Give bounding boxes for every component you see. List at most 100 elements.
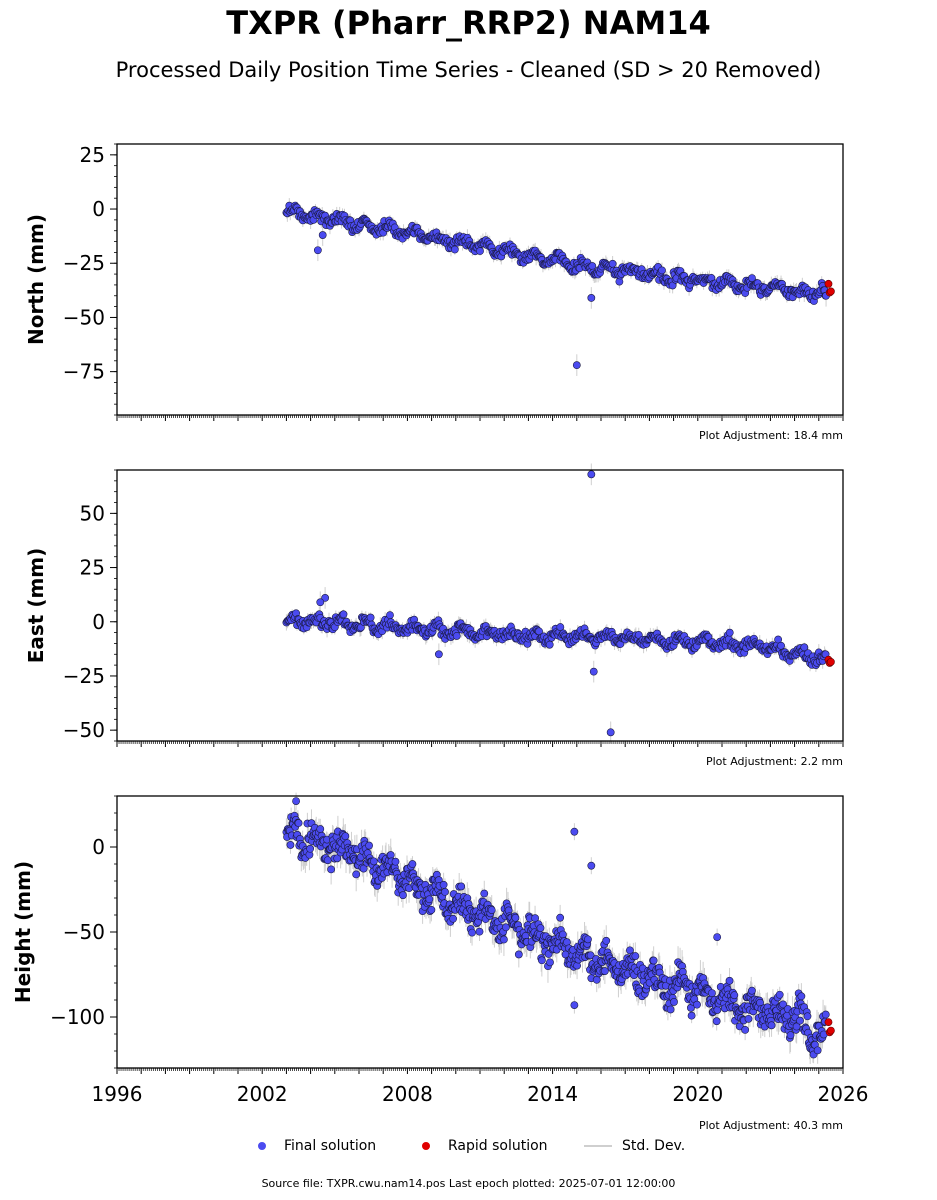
height-final-point bbox=[352, 870, 361, 879]
height-final-point bbox=[767, 1021, 776, 1030]
east-y-tick-label: 25 bbox=[80, 556, 105, 580]
north-final-point bbox=[450, 245, 459, 254]
east-final-point bbox=[452, 632, 461, 640]
north-y-tick-label: 25 bbox=[80, 143, 105, 167]
height-final-point bbox=[427, 905, 436, 914]
height-final-point bbox=[292, 797, 300, 805]
east-final-point bbox=[800, 643, 809, 652]
east-final-point bbox=[434, 650, 443, 659]
height-final-point bbox=[365, 841, 373, 850]
height-final-point bbox=[425, 895, 434, 904]
height-final-point bbox=[408, 860, 417, 868]
height-final-point bbox=[323, 856, 332, 865]
chart-subtitle: Processed Daily Position Time Series - C… bbox=[115, 58, 822, 82]
height-final-point bbox=[369, 857, 378, 866]
height-final-point bbox=[584, 935, 592, 944]
north-y-tick-label: −25 bbox=[63, 251, 105, 275]
east-final-point bbox=[606, 728, 615, 737]
height-final-point bbox=[803, 1012, 812, 1021]
height-final-point bbox=[546, 958, 554, 967]
height-final-point bbox=[468, 928, 476, 937]
height-final-point bbox=[626, 946, 634, 955]
north-y-tick-label: 0 bbox=[92, 197, 105, 221]
east-rapid-point bbox=[827, 657, 835, 666]
height-rapid-point bbox=[824, 1018, 833, 1026]
height-final-point bbox=[502, 923, 510, 932]
height-final-point bbox=[813, 1046, 822, 1055]
north-final-point bbox=[572, 361, 581, 370]
height-final-point bbox=[712, 1017, 721, 1026]
chart-title: TXPR (Pharr_RRP2) NAM14 bbox=[226, 4, 711, 42]
east-y-axis-label: East (mm) bbox=[24, 548, 48, 664]
height-final-point bbox=[556, 913, 565, 922]
height-final-point bbox=[286, 841, 295, 849]
north-final-point bbox=[587, 294, 596, 302]
height-final-point bbox=[570, 1001, 579, 1009]
height-final-point bbox=[725, 976, 734, 985]
height-final-point bbox=[744, 1014, 753, 1023]
east-final-point bbox=[316, 598, 325, 607]
height-final-point bbox=[786, 1031, 795, 1040]
north-rapid-point bbox=[824, 279, 833, 288]
height-final-point bbox=[558, 930, 567, 939]
height-final-point bbox=[631, 952, 640, 960]
north-final-point bbox=[318, 231, 327, 239]
height-final-point bbox=[602, 936, 611, 945]
height-final-point bbox=[586, 951, 595, 960]
height-final-point bbox=[359, 864, 368, 873]
height-rapid-point bbox=[827, 1026, 835, 1035]
height-final-point bbox=[333, 854, 342, 863]
height-final-point bbox=[487, 906, 496, 914]
east-final-point bbox=[556, 623, 565, 631]
north-y-tick-label: −75 bbox=[63, 360, 105, 384]
height-final-point bbox=[592, 975, 601, 984]
height-final-point bbox=[294, 819, 303, 827]
east-y-tick-label: 0 bbox=[92, 610, 105, 634]
height-final-point bbox=[500, 935, 508, 944]
height-final-point bbox=[779, 1000, 787, 1009]
height-final-point bbox=[670, 998, 678, 1006]
height-final-point bbox=[666, 1005, 675, 1014]
height-final-point bbox=[821, 1010, 830, 1019]
height-final-point bbox=[511, 913, 520, 922]
east-final-point bbox=[774, 635, 783, 644]
height-final-point bbox=[797, 992, 806, 1001]
east-y-tick-label: −25 bbox=[63, 664, 105, 688]
height-final-point bbox=[391, 857, 400, 866]
height-final-point bbox=[570, 827, 579, 836]
north-final-point bbox=[658, 266, 666, 275]
height-final-point bbox=[708, 989, 716, 998]
east-final-point bbox=[321, 594, 330, 602]
north-rapid-point bbox=[827, 287, 835, 296]
height-final-point bbox=[649, 956, 658, 965]
height-final-point bbox=[600, 967, 609, 975]
north-final-point bbox=[588, 262, 597, 270]
north-final-point bbox=[748, 274, 756, 282]
height-final-point bbox=[693, 1000, 701, 1009]
north-y-tick-label: −50 bbox=[63, 305, 105, 329]
east-final-point bbox=[725, 628, 734, 637]
height-final-point bbox=[713, 933, 722, 941]
height-final-point bbox=[792, 1022, 801, 1031]
height-final-point bbox=[775, 990, 784, 999]
height-final-point bbox=[730, 991, 739, 1000]
height-final-point bbox=[475, 927, 484, 936]
height-final-point bbox=[457, 882, 466, 891]
north-final-point bbox=[476, 247, 484, 255]
east-y-tick-label: −50 bbox=[63, 718, 105, 742]
height-final-point bbox=[439, 880, 448, 889]
east-final-point bbox=[589, 667, 598, 676]
height-final-point bbox=[796, 1016, 804, 1025]
north-y-axis-label: North (mm) bbox=[24, 214, 48, 345]
east-final-point bbox=[777, 641, 785, 650]
east-final-point bbox=[587, 470, 596, 479]
north-final-point bbox=[608, 259, 617, 268]
height-final-point bbox=[587, 861, 596, 870]
height-final-point bbox=[441, 888, 449, 896]
height-final-point bbox=[449, 914, 457, 923]
height-final-point bbox=[316, 825, 325, 833]
east-final-point bbox=[545, 640, 554, 649]
east-y-tick-label: 50 bbox=[80, 501, 105, 525]
height-final-point bbox=[514, 950, 523, 959]
east-final-point bbox=[386, 611, 394, 620]
